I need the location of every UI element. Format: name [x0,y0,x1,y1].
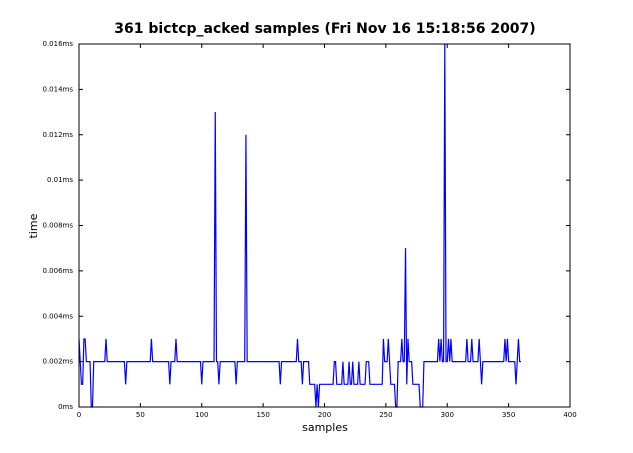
y-tick-label: 0ms [58,403,73,411]
y-tick-label: 0.014ms [42,85,73,93]
x-tick-label: 400 [563,411,576,419]
y-tick-label: 0.01ms [47,176,73,184]
chart-title: 361 bictcp_acked samples (Fri Nov 16 15:… [114,21,535,37]
y-tick-label: 0.008ms [42,222,73,230]
plot-frame [78,43,571,408]
x-tick-label: 100 [195,411,208,419]
x-tick-label: 350 [502,411,515,419]
data-line [78,43,521,408]
x-tick-label: 300 [441,411,454,419]
y-tick-label: 0.016ms [42,40,73,48]
x-tick-label: 250 [379,411,392,419]
y-tick-label: 0.004ms [42,312,73,320]
x-tick-label: 150 [256,411,269,419]
x-tick-label: 200 [318,411,331,419]
x-tick-label: 50 [136,411,145,419]
x-tick-label: 0 [77,411,81,419]
y-tick-label: 0.006ms [42,267,73,275]
y-axis-label: time [27,213,40,238]
y-tick-label: 0.002ms [42,358,73,366]
y-tick-label: 0.012ms [42,131,73,139]
x-axis-label: samples [302,421,348,434]
